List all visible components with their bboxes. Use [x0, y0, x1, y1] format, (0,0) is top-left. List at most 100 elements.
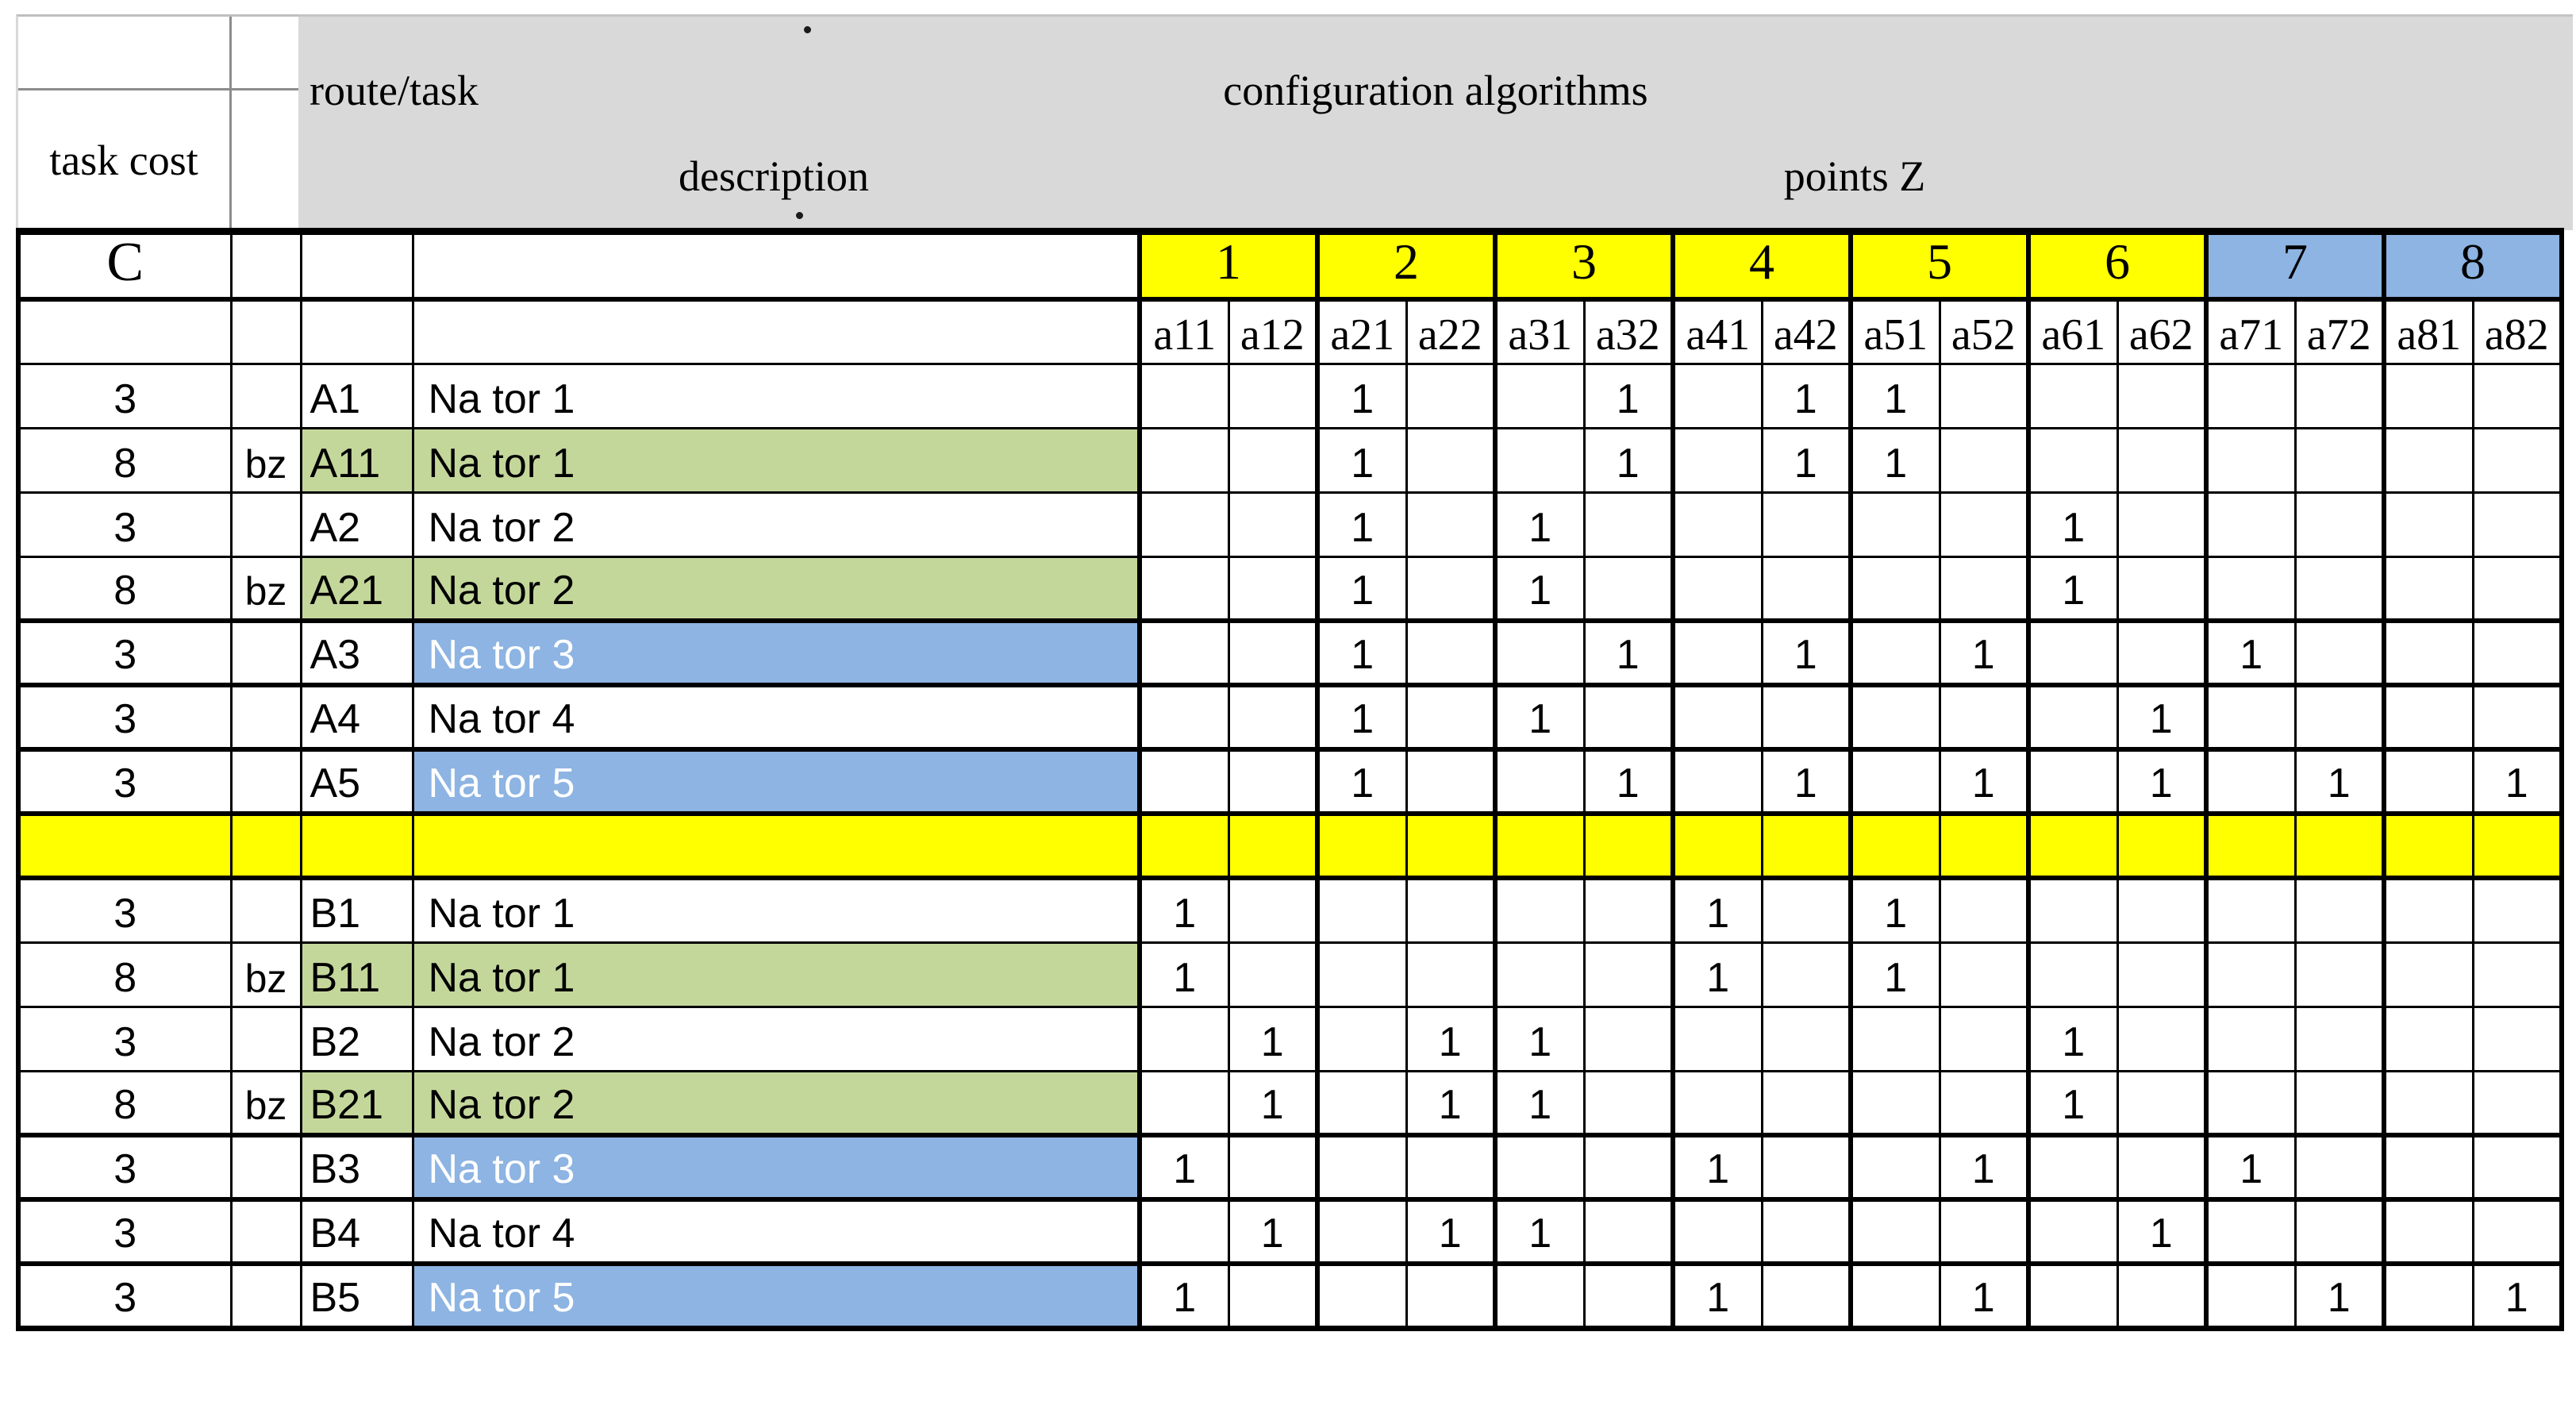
matrix-cell[interactable] — [2471, 1005, 2563, 1072]
matrix-cell[interactable] — [2293, 1134, 2386, 1202]
algorithm-column-header[interactable]: a81 — [2382, 298, 2474, 365]
configuration-algorithms-label[interactable]: configuration algorithms — [1223, 67, 1648, 114]
matrix-cell[interactable] — [2471, 426, 2563, 494]
matrix-cell[interactable] — [1582, 1134, 1674, 1202]
matrix-cell[interactable] — [1760, 683, 1852, 752]
matrix-cell[interactable]: 1 — [1671, 941, 1763, 1008]
separator-cell[interactable] — [2293, 812, 2386, 880]
cost-cell[interactable]: 3 — [17, 1198, 233, 1266]
matrix-cell[interactable]: 1 — [2026, 555, 2119, 623]
matrix-cell[interactable] — [2026, 748, 2119, 816]
matrix-cell[interactable]: 1 — [1582, 619, 1674, 687]
matrix-cell[interactable] — [2382, 1069, 2474, 1137]
points-group-cell[interactable]: 2 — [1315, 230, 1497, 302]
matrix-cell[interactable] — [2116, 1134, 2208, 1202]
matrix-cell[interactable]: 1 — [1938, 619, 2030, 687]
matrix-cell[interactable] — [1938, 683, 2030, 752]
matrix-cell[interactable] — [1493, 748, 1586, 816]
matrix-cell[interactable]: 1 — [2471, 748, 2563, 816]
matrix-cell[interactable] — [1493, 941, 1586, 1008]
matrix-cell[interactable] — [2026, 1198, 2119, 1266]
cost-cell[interactable]: 3 — [17, 1262, 233, 1330]
algorithm-column-header[interactable]: a52 — [1938, 298, 2030, 365]
matrix-cell[interactable] — [1760, 491, 1852, 558]
algorithm-column-header[interactable]: a71 — [2204, 298, 2297, 365]
matrix-cell[interactable]: 1 — [2471, 1262, 2563, 1330]
separator-cell[interactable] — [2204, 812, 2297, 880]
matrix-cell[interactable] — [1227, 941, 1319, 1008]
matrix-cell[interactable] — [2293, 619, 2386, 687]
matrix-cell[interactable] — [1760, 1134, 1852, 1202]
matrix-cell[interactable] — [1137, 748, 1230, 816]
matrix-cell[interactable] — [1848, 1134, 1941, 1202]
matrix-cell[interactable]: 1 — [2293, 1262, 2386, 1330]
points-group-cell[interactable]: 1 — [1137, 230, 1319, 302]
matrix-cell[interactable] — [1671, 362, 1763, 429]
matrix-cell[interactable] — [2204, 941, 2297, 1008]
matrix-cell[interactable] — [2382, 619, 2474, 687]
matrix-cell[interactable] — [2382, 748, 2474, 816]
algorithm-column-header[interactable]: a11 — [1137, 298, 1230, 365]
code-cell[interactable]: A21 — [299, 555, 414, 623]
matrix-cell[interactable] — [2293, 426, 2386, 494]
bz-cell[interactable]: bz — [229, 941, 302, 1008]
matrix-cell[interactable]: 1 — [1760, 426, 1852, 494]
matrix-cell[interactable] — [1227, 683, 1319, 752]
bz-cell[interactable] — [229, 1198, 302, 1266]
code-cell[interactable]: A11 — [299, 426, 414, 494]
matrix-cell[interactable] — [1582, 1069, 1674, 1137]
matrix-cell[interactable] — [2204, 426, 2297, 494]
empty-cell[interactable] — [229, 298, 302, 365]
c-row-label-cell[interactable]: C — [17, 230, 233, 302]
cost-cell[interactable]: 3 — [17, 362, 233, 429]
matrix-cell[interactable] — [2116, 1005, 2208, 1072]
matrix-cell[interactable]: 1 — [1315, 555, 1408, 623]
bz-cell[interactable] — [229, 683, 302, 752]
separator-cell[interactable] — [1315, 812, 1408, 880]
matrix-cell[interactable]: 1 — [1137, 876, 1230, 944]
matrix-cell[interactable]: 1 — [1582, 426, 1674, 494]
matrix-cell[interactable] — [1315, 941, 1408, 1008]
empty-cell[interactable] — [411, 230, 1141, 302]
algorithm-column-header[interactable]: a61 — [2026, 298, 2119, 365]
matrix-cell[interactable] — [1938, 426, 2030, 494]
matrix-cell[interactable] — [2382, 1005, 2474, 1072]
matrix-cell[interactable] — [1848, 1005, 1941, 1072]
matrix-cell[interactable]: 1 — [1760, 748, 1852, 816]
matrix-cell[interactable] — [1582, 1262, 1674, 1330]
separator-cell[interactable] — [1405, 812, 1497, 880]
bz-cell[interactable]: bz — [229, 555, 302, 623]
bz-cell[interactable] — [229, 1005, 302, 1072]
matrix-cell[interactable]: 1 — [1227, 1198, 1319, 1266]
algorithm-column-header[interactable]: a51 — [1848, 298, 1941, 365]
matrix-cell[interactable] — [1848, 619, 1941, 687]
matrix-cell[interactable] — [2204, 683, 2297, 752]
matrix-cell[interactable] — [1493, 619, 1586, 687]
matrix-cell[interactable] — [2204, 491, 2297, 558]
matrix-cell[interactable] — [1582, 491, 1674, 558]
description-cell[interactable]: Na tor 4 — [411, 1198, 1141, 1266]
matrix-cell[interactable] — [2471, 1069, 2563, 1137]
bz-cell[interactable] — [229, 1134, 302, 1202]
matrix-cell[interactable] — [2382, 491, 2474, 558]
matrix-cell[interactable] — [1137, 1069, 1230, 1137]
description-cell[interactable]: Na tor 2 — [411, 491, 1141, 558]
matrix-cell[interactable] — [2026, 941, 2119, 1008]
matrix-cell[interactable] — [1671, 491, 1763, 558]
algorithm-column-header[interactable]: a41 — [1671, 298, 1763, 365]
matrix-cell[interactable] — [2204, 555, 2297, 623]
cost-cell[interactable]: 8 — [17, 555, 233, 623]
matrix-cell[interactable] — [2293, 1069, 2386, 1137]
matrix-cell[interactable] — [2116, 362, 2208, 429]
matrix-cell[interactable] — [2382, 555, 2474, 623]
matrix-cell[interactable]: 1 — [1582, 362, 1674, 429]
separator-cell[interactable] — [2382, 812, 2474, 880]
algorithm-column-header[interactable]: a42 — [1760, 298, 1852, 365]
matrix-cell[interactable] — [1938, 876, 2030, 944]
matrix-cell[interactable]: 1 — [1315, 362, 1408, 429]
matrix-cell[interactable] — [2026, 619, 2119, 687]
matrix-cell[interactable] — [1315, 876, 1408, 944]
matrix-cell[interactable] — [2116, 619, 2208, 687]
cost-cell[interactable]: 3 — [17, 619, 233, 687]
cost-cell[interactable]: 8 — [17, 426, 233, 494]
